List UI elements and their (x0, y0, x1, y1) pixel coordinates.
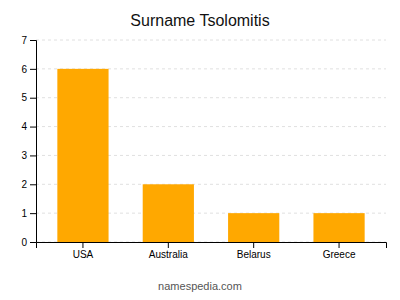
x-tick-mark (168, 242, 169, 248)
grid (36, 40, 386, 242)
y-tick-mark (30, 184, 36, 185)
chart: 0 1 2 3 4 5 6 7 USA Australia Belarus Greece Surname… (0, 0, 400, 300)
y-tick-mark (30, 98, 36, 99)
x-tick-label: Belarus (237, 249, 271, 260)
y-tick-label: 6 (21, 64, 27, 75)
plot: 0 1 2 3 4 5 6 7 USA Australia Belarus Greece (21, 35, 386, 260)
y-tick-mark (30, 69, 36, 70)
y-tick-label: 5 (21, 92, 27, 103)
y-tick-label: 3 (21, 150, 27, 161)
y-tick-mark (30, 242, 36, 243)
x-tick-label: USA (73, 249, 94, 260)
y-tick-label: 2 (21, 179, 27, 190)
y-tick: 7 (21, 35, 36, 46)
bar (228, 213, 279, 242)
x-tick-label: Australia (149, 249, 188, 260)
x-tick-mark (253, 242, 254, 248)
bars (57, 69, 364, 242)
y-tick: 4 (21, 121, 36, 132)
y-tick: 6 (21, 64, 36, 75)
y-tick: 0 (21, 237, 36, 248)
x-tick-mark (339, 242, 340, 248)
x-tick-mark (82, 242, 83, 248)
x-axis: USA Australia Belarus Greece (37, 242, 387, 260)
y-tick-mark (30, 127, 36, 128)
x-tick: USA (73, 242, 94, 260)
grid-line (36, 40, 386, 41)
y-tick: 2 (21, 179, 36, 190)
y-tick-mark (30, 213, 36, 214)
x-tick: Belarus (237, 242, 271, 260)
y-tick: 5 (21, 92, 36, 103)
footer: namespedia.com (158, 280, 242, 292)
x-axis-line (37, 243, 387, 249)
bar (313, 213, 364, 242)
bar (143, 184, 194, 242)
y-tick-label: 7 (21, 35, 27, 46)
y-tick-label: 4 (21, 121, 27, 132)
y-tick-mark (30, 40, 36, 41)
x-tick: Greece (323, 242, 356, 260)
title: Surname Tsolomitis (130, 12, 269, 29)
y-tick: 1 (21, 208, 36, 219)
x-tick-label: Greece (323, 249, 356, 260)
y-axis-line (30, 41, 37, 243)
y-tick-label: 0 (21, 237, 27, 248)
y-tick-mark (30, 155, 36, 156)
bar (57, 69, 108, 242)
y-axis: 0 1 2 3 4 5 6 7 (21, 35, 36, 248)
y-tick-label: 1 (21, 208, 27, 219)
x-tick: Australia (149, 242, 188, 260)
y-tick: 3 (21, 150, 36, 161)
